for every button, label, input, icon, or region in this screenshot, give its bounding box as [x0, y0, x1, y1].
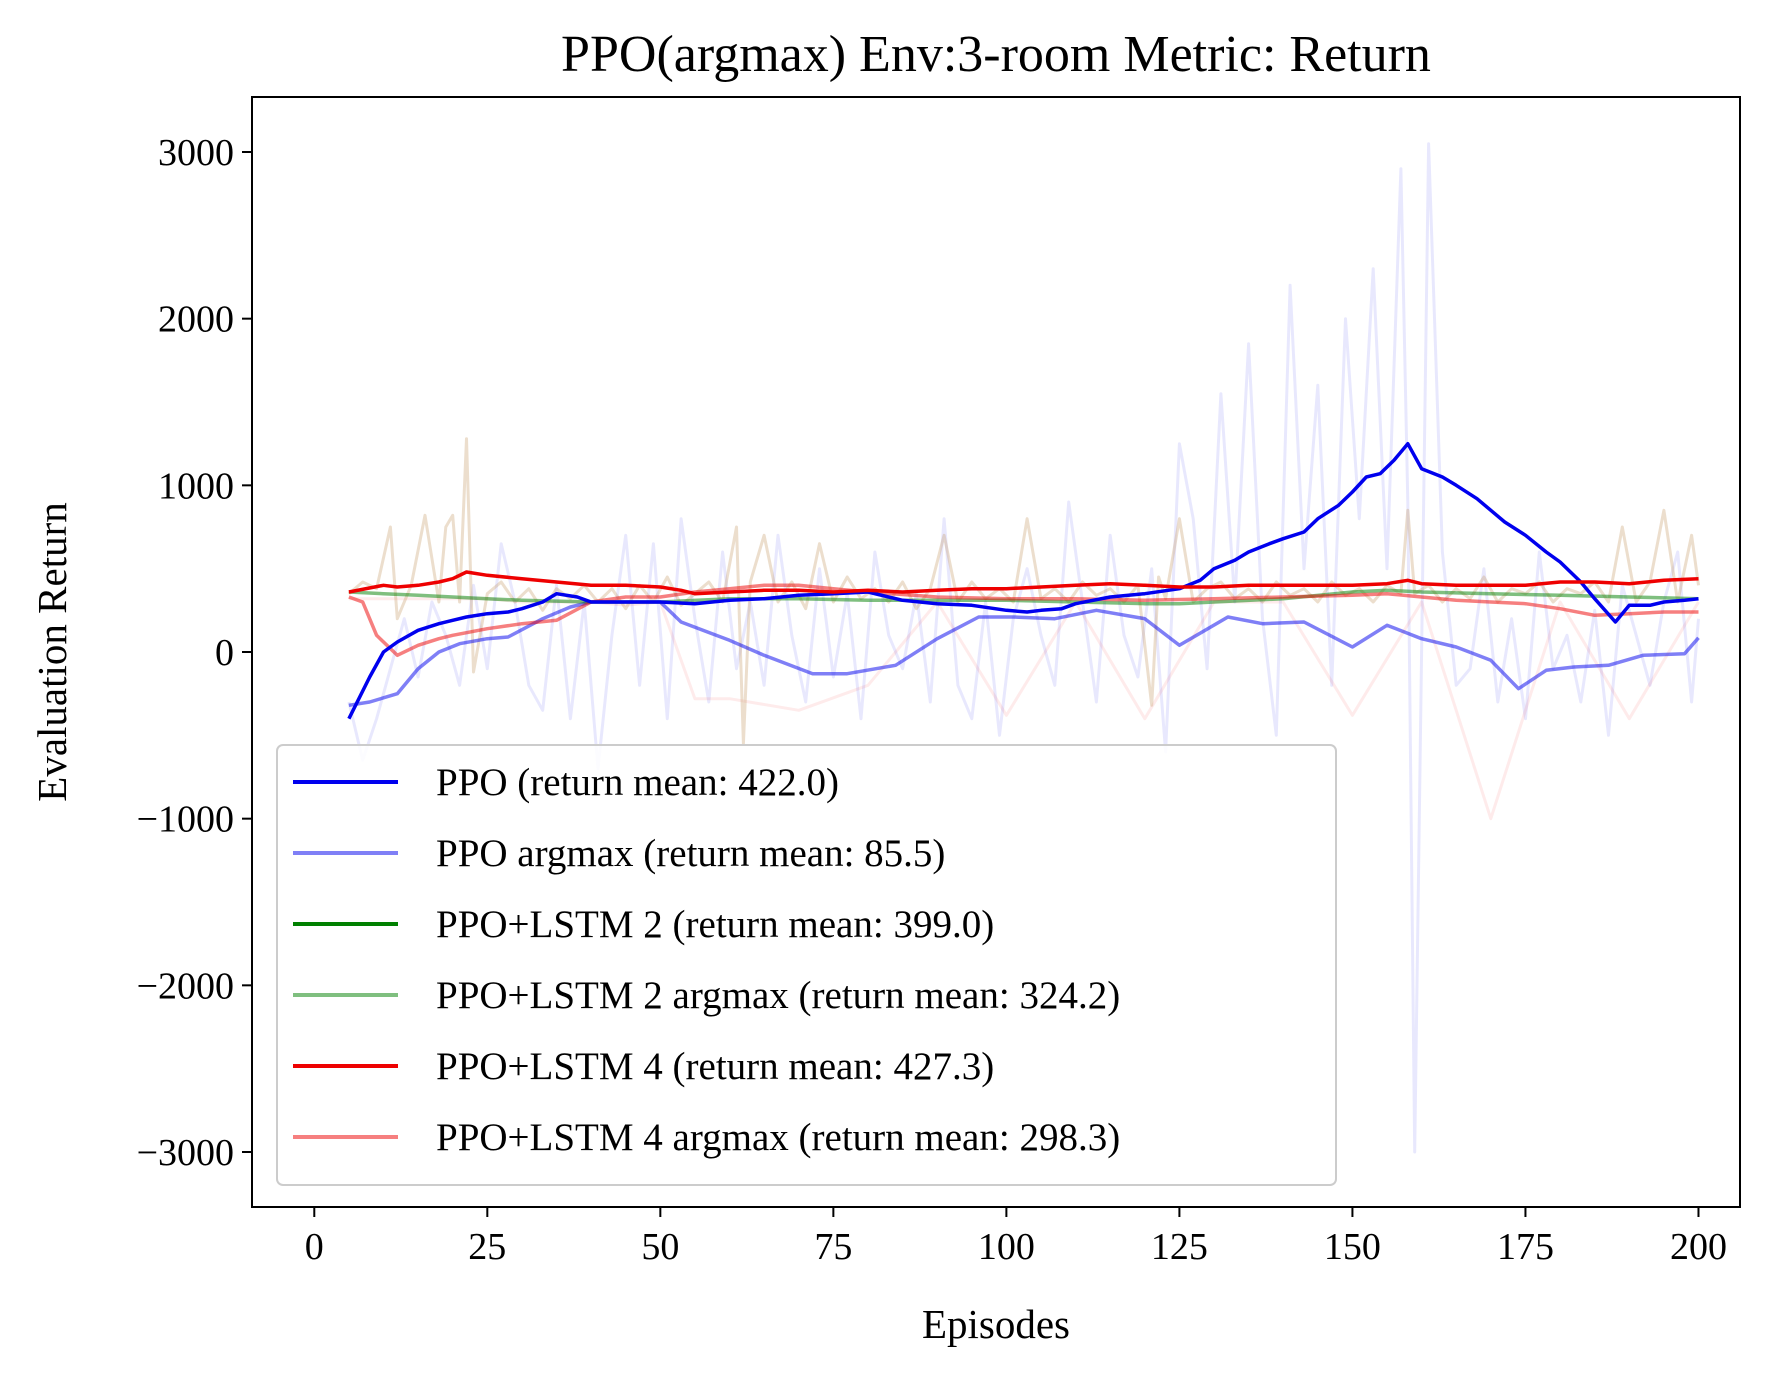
legend: PPO (return mean: 422.0) PPO argmax (retu… — [276, 744, 1337, 1186]
legend-label-2: PPO argmax (return mean: 85.5) — [436, 832, 945, 875]
x-axis-label: Episodes — [922, 1301, 1070, 1347]
series-line-2 — [348, 600, 1700, 708]
y-tick-label: −3000 — [137, 1132, 234, 1174]
chart-title: PPO(argmax) Env:3-room Metric: Return — [561, 26, 1431, 83]
legend-label-4: PPO+LSTM 2 argmax (return mean: 324.2) — [436, 974, 1120, 1017]
legend-label-6: PPO+LSTM 4 argmax (return mean: 298.3) — [436, 1116, 1120, 1159]
legend-label-5: PPO+LSTM 4 (return mean: 427.3) — [436, 1045, 994, 1088]
x-tick-label: 75 — [814, 1226, 852, 1268]
x-axis-ticks: 0 25 50 75 100 125 150 175 200 — [305, 1207, 1727, 1268]
series-line-5 — [348, 570, 1699, 596]
y-axis-label: Evaluation Return — [29, 502, 75, 801]
legend-label-1: PPO (return mean: 422.0) — [436, 761, 839, 804]
y-tick-label: 3000 — [158, 132, 234, 174]
x-tick-label: 25 — [468, 1226, 506, 1268]
y-tick-label: −1000 — [137, 799, 234, 841]
x-tick-label: 100 — [978, 1226, 1035, 1268]
x-tick-label: 200 — [1670, 1226, 1727, 1268]
y-tick-label: 2000 — [158, 299, 234, 341]
y-axis-ticks: −3000 −2000 −1000 0 1000 2000 3000 — [137, 132, 252, 1174]
plot-frame — [251, 96, 1741, 1208]
y-tick-label: 1000 — [158, 465, 234, 507]
x-tick-label: 150 — [1324, 1226, 1381, 1268]
legend-box — [276, 744, 1337, 1186]
y-tick-label: −2000 — [137, 965, 234, 1007]
x-tick-label: 50 — [641, 1226, 679, 1268]
plot-area — [347, 142, 1700, 1154]
x-tick-label: 125 — [1151, 1226, 1208, 1268]
x-tick-label: 175 — [1497, 1226, 1554, 1268]
legend-label-3: PPO+LSTM 2 (return mean: 399.0) — [436, 903, 994, 946]
series-line-1 — [347, 441, 1699, 720]
y-tick-label: 0 — [215, 632, 234, 674]
x-tick-label: 0 — [305, 1226, 324, 1268]
